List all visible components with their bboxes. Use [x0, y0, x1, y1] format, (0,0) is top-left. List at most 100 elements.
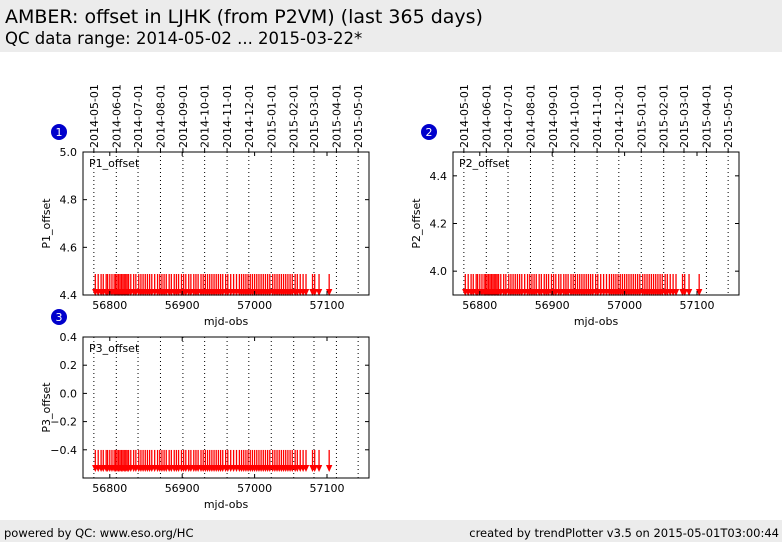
date-tick-label: 2015-04-01 [700, 84, 713, 148]
x-tick-label: 56800 [92, 482, 127, 495]
data-point [325, 449, 333, 472]
date-tick-label: 2014-08-01 [524, 84, 537, 148]
data-point [315, 449, 323, 472]
page-footer: powered by QC: www.eso.org/HC created by… [0, 520, 782, 542]
x-tick-label: 56800 [92, 299, 127, 312]
panel-number-badge [51, 309, 67, 325]
y-tick-label: 4.4 [430, 170, 448, 183]
data-point-head [315, 464, 323, 472]
plot-title: P1_offset [89, 157, 140, 170]
page-subtitle: QC data range: 2014-05-02 ... 2015-03-22… [5, 29, 363, 48]
y-tick-label: 4.8 [60, 194, 78, 207]
plot-title: P3_offset [89, 342, 140, 355]
data-point [311, 449, 318, 472]
date-tick-label: 2014-06-01 [480, 84, 493, 148]
data-point [695, 274, 703, 296]
panel-number-label: 3 [56, 311, 63, 324]
x-axis-label: mjd-obs [204, 498, 249, 511]
trend-plots: 2014-05-01 2014-06-01 2014-07-01 2014-08-01… [40, 84, 740, 511]
date-tick-label: 2015-01-01 [635, 84, 648, 148]
date-tick-label: 2014-12-01 [243, 84, 256, 148]
date-tick-label: 2014-09-01 [547, 84, 560, 148]
y-tick-label: 4.0 [430, 265, 448, 278]
data-point-head [325, 464, 333, 472]
data-point-head [311, 464, 318, 472]
date-tick-label: 2014-08-01 [154, 84, 167, 148]
data-point-head [302, 464, 310, 472]
data-point-head [315, 289, 323, 296]
x-axis-label: mjd-obs [574, 315, 619, 328]
data-point [325, 274, 333, 296]
x-tick-label: 56800 [462, 299, 497, 312]
panel-number-label: 1 [56, 126, 63, 139]
data-point-head [685, 289, 693, 296]
x-axis-label: mjd-obs [204, 315, 249, 328]
x-tick-label: 57000 [237, 299, 272, 312]
page-header: AMBER: offset in LJHK (from P2VM) (last … [0, 0, 782, 52]
date-tick-label: 2015-01-01 [265, 84, 278, 148]
x-tick-label: 57000 [237, 482, 272, 495]
y-axis-label: P2_offset [410, 198, 423, 249]
footer-powered-by: powered by QC: www.eso.org/HC [4, 526, 194, 540]
x-tick-label: 57000 [607, 299, 642, 312]
x-tick-label: 56900 [535, 299, 570, 312]
panel-number-badge [51, 124, 67, 140]
x-tick-label: 57100 [310, 299, 345, 312]
date-tick-label: 2014-05-01 [88, 84, 101, 148]
data-point [311, 274, 318, 296]
chart-panel-3: 56800 56900 57000 57100 −0.4 −0.2 0.0 0.2 0.4 P3_… [40, 309, 370, 511]
date-tick-label: 2014-06-01 [110, 84, 123, 148]
y-tick-label: −0.4 [50, 444, 77, 457]
date-tick-label: 2015-02-01 [288, 84, 301, 148]
date-tick-label: 2014-12-01 [613, 84, 626, 148]
y-tick-label: 4.4 [60, 289, 78, 302]
data-point-head [681, 289, 688, 296]
x-tick-label: 57100 [680, 299, 715, 312]
y-tick-label: 4.6 [60, 241, 78, 254]
y-tick-label: 0.2 [60, 359, 78, 372]
footer-created-by: created by trendPlotter v3.5 on 2015-05-… [469, 526, 779, 540]
y-axis-label: P3_offset [40, 382, 53, 433]
data-point-head [311, 289, 318, 296]
plot-title: P2_offset [459, 157, 510, 170]
data-point [685, 274, 693, 296]
data-point-head [695, 289, 703, 296]
data-point [672, 274, 680, 296]
data-point [681, 274, 688, 296]
date-tick-label: 2015-05-01 [722, 84, 735, 148]
data-point-head [672, 289, 680, 296]
y-tick-label: 0.4 [60, 331, 78, 344]
date-tick-label: 2014-11-01 [591, 84, 604, 148]
chart-panel-2: 2014-05-01 2014-06-01 2014-07-01 2014-08-01… [410, 84, 740, 328]
chart-panel-1: 2014-05-01 2014-06-01 2014-07-01 2014-08-01… [40, 84, 370, 328]
x-tick-label: 56900 [165, 482, 200, 495]
date-tick-label: 2014-05-01 [458, 84, 471, 148]
date-tick-label: 2014-07-01 [132, 84, 145, 148]
panel-number-label: 2 [426, 126, 433, 139]
plot-frame [82, 336, 370, 479]
date-tick-label: 2014-07-01 [502, 84, 515, 148]
date-tick-label: 2015-05-01 [352, 84, 365, 148]
data-point [315, 274, 323, 296]
date-tick-label: 2015-02-01 [658, 84, 671, 148]
data-point-head [325, 289, 333, 296]
plot-frame [452, 151, 740, 296]
data-point [302, 449, 310, 472]
date-tick-label: 2014-09-01 [177, 84, 190, 148]
data-point-head [302, 289, 310, 296]
x-tick-label: 56900 [165, 299, 200, 312]
date-tick-label: 2015-03-01 [678, 84, 691, 148]
y-tick-label: −0.2 [50, 416, 77, 429]
page-title: AMBER: offset in LJHK (from P2VM) (last … [5, 6, 483, 28]
data-point [302, 274, 310, 296]
date-tick-label: 2014-10-01 [569, 84, 582, 148]
y-axis-label: P1_offset [40, 198, 53, 249]
y-tick-label: 0.0 [60, 387, 78, 400]
x-tick-label: 57100 [310, 482, 345, 495]
panel-number-badge [421, 124, 437, 140]
y-tick-label: 5.0 [60, 146, 78, 159]
date-tick-label: 2015-04-01 [330, 84, 343, 148]
date-tick-label: 2015-03-01 [308, 84, 321, 148]
date-tick-label: 2014-11-01 [221, 84, 234, 148]
y-tick-label: 4.2 [430, 218, 448, 231]
